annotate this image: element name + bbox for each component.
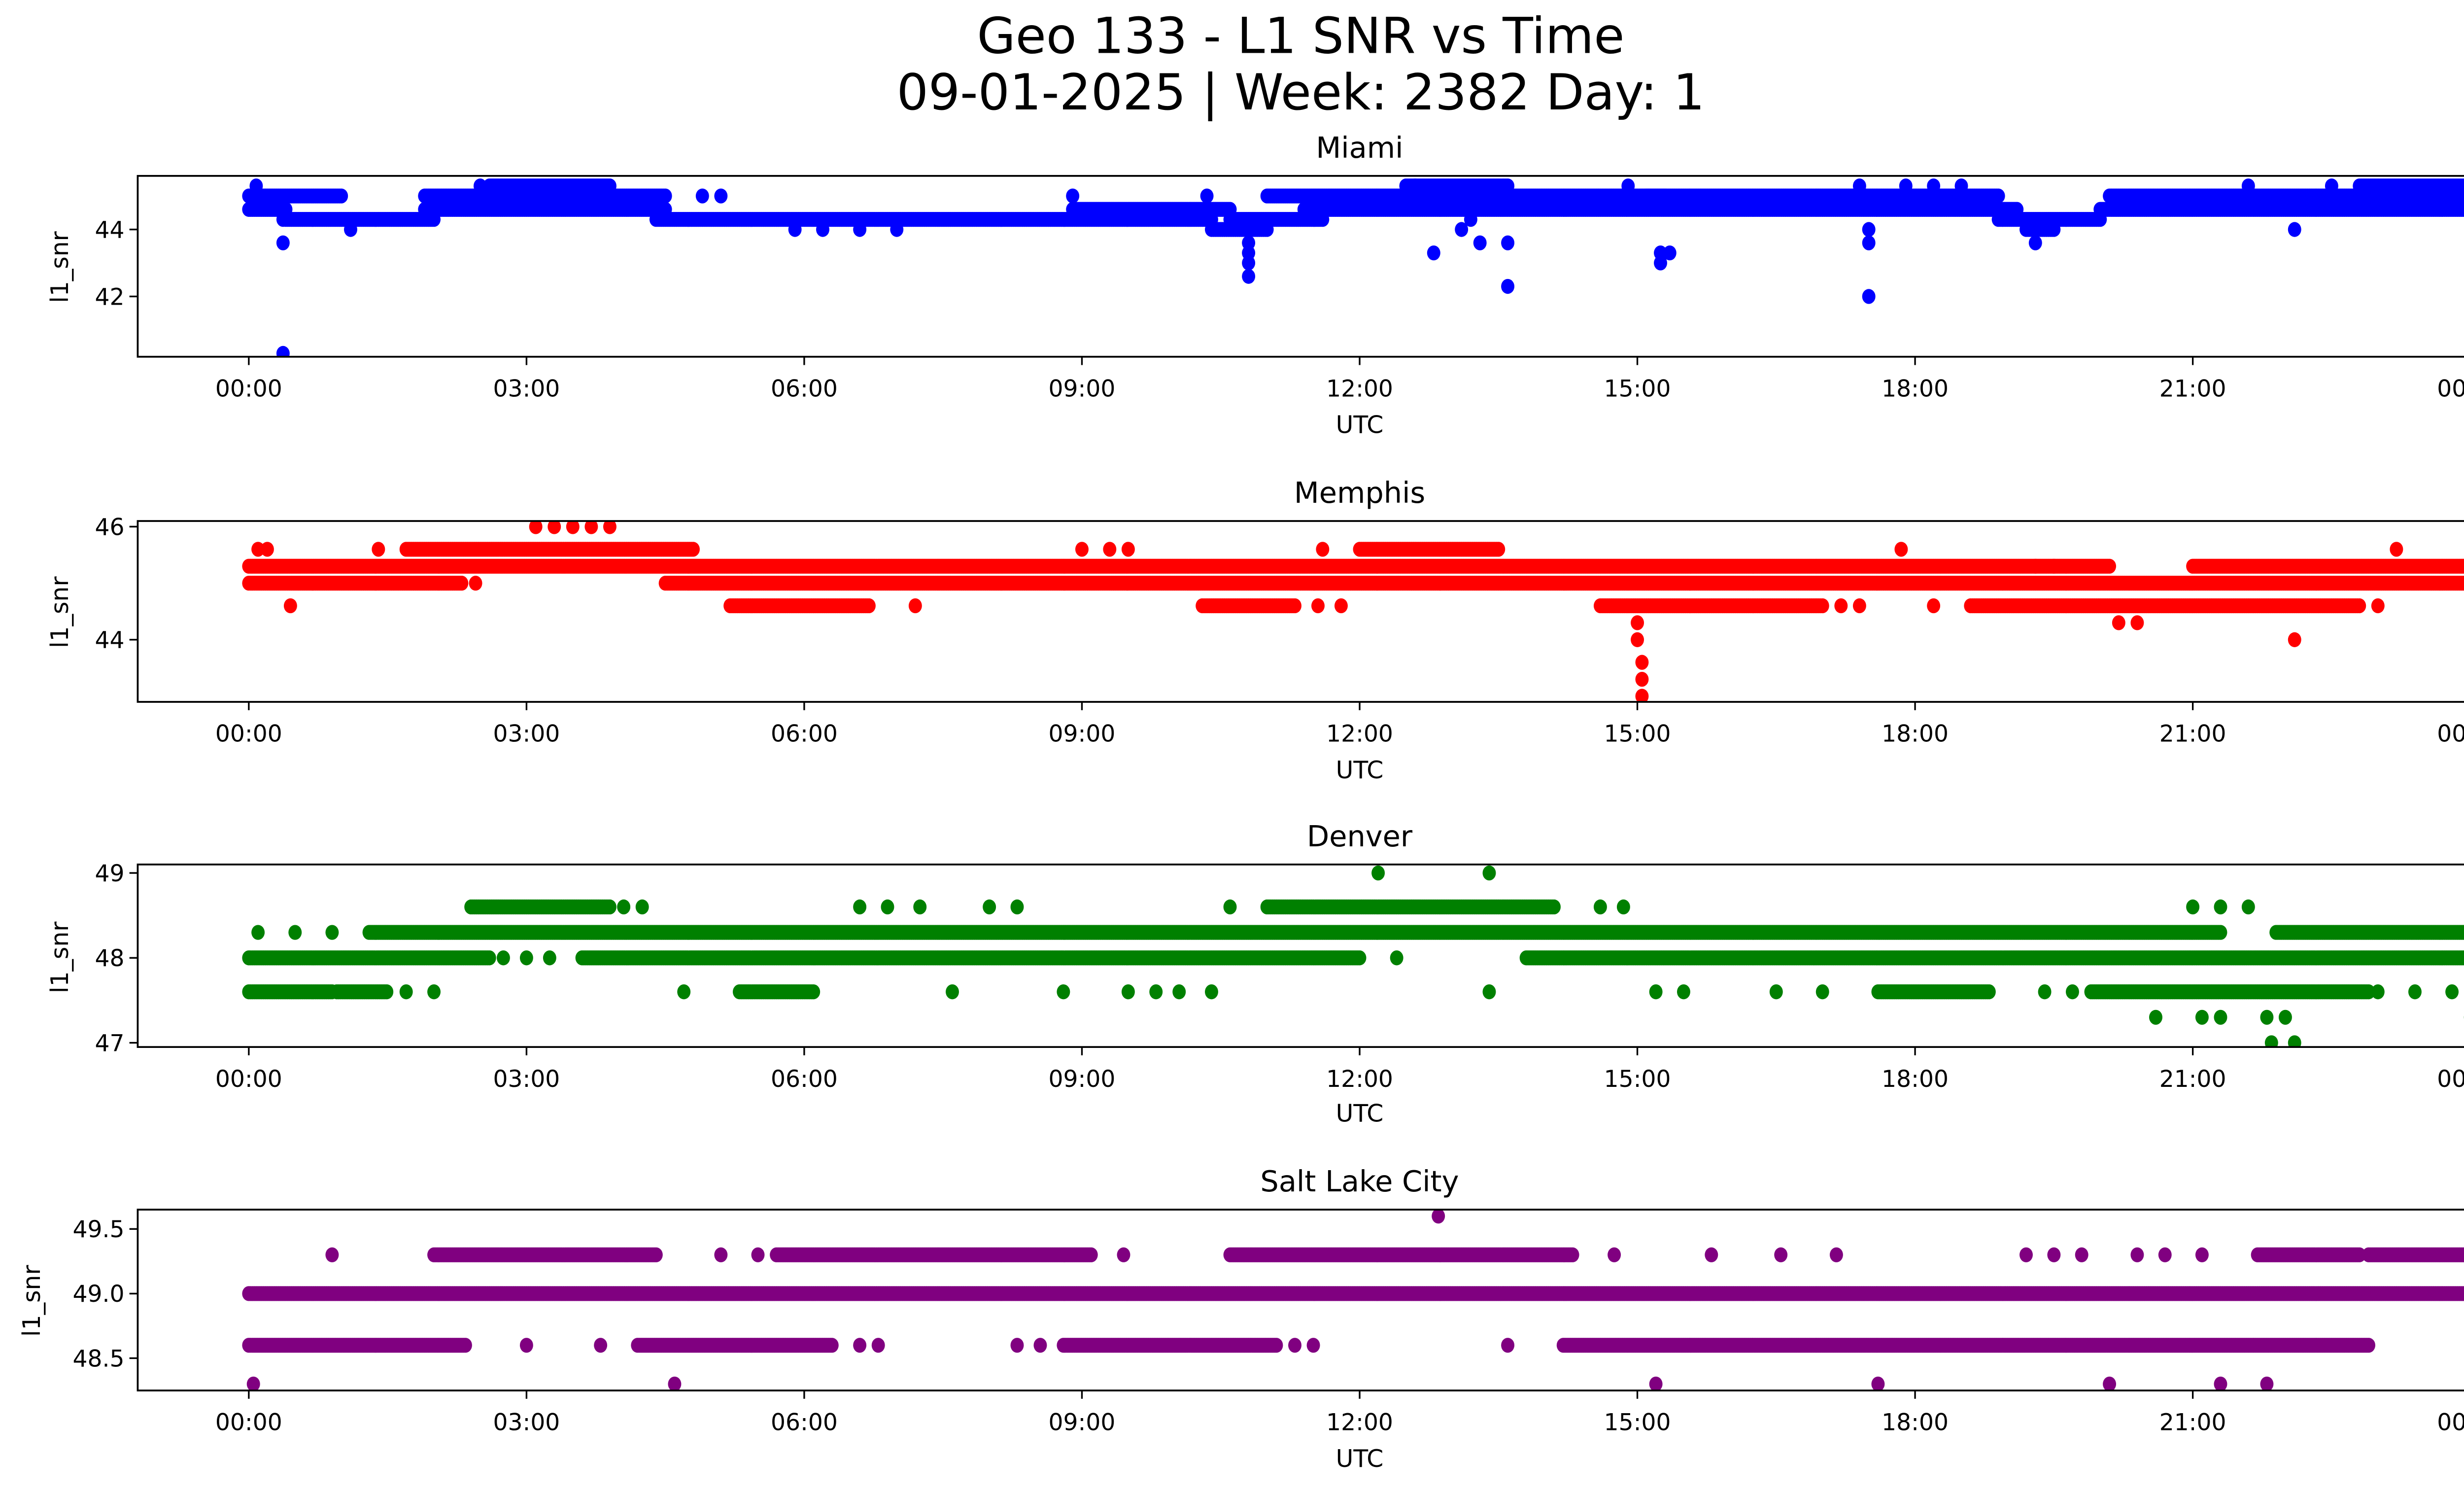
data-run-memphis bbox=[242, 576, 469, 591]
x-tick-label: 00:00 bbox=[215, 376, 282, 403]
data-point bbox=[2325, 178, 2338, 194]
data-point bbox=[1501, 235, 1515, 250]
data-point bbox=[1954, 178, 1968, 194]
data-point bbox=[1654, 255, 1667, 271]
data-point bbox=[788, 222, 802, 237]
data-run-miami bbox=[482, 178, 616, 194]
data-run-miami bbox=[2093, 202, 2464, 217]
data-run-memphis bbox=[723, 598, 876, 614]
data-point bbox=[2103, 558, 2117, 574]
data-point bbox=[2047, 222, 2061, 237]
data-point bbox=[455, 576, 469, 591]
data-point bbox=[890, 222, 904, 237]
data-run-memphis bbox=[1196, 598, 1301, 614]
xlabel-memphis: UTC bbox=[1335, 758, 1384, 785]
x-tick-label: 09:00 bbox=[1049, 376, 1116, 403]
data-point bbox=[1927, 178, 1941, 194]
data-run-miami bbox=[1066, 202, 1237, 217]
data-point bbox=[2028, 235, 2042, 250]
figure-title-line2: 09-01-2025 | Week: 2382 Day: 1 bbox=[896, 65, 1705, 123]
data-point bbox=[2462, 578, 2464, 589]
data-point bbox=[1200, 188, 1214, 204]
panel-title-denver: Denver bbox=[1306, 821, 1413, 855]
x-tick-label: 21:00 bbox=[2159, 376, 2226, 403]
x-tick-label: 15:00 bbox=[1604, 376, 1671, 403]
xlabel-denver: UTC bbox=[1335, 1102, 1384, 1129]
data-point bbox=[473, 178, 487, 194]
data-point bbox=[1473, 235, 1487, 250]
data-points-miami bbox=[242, 178, 2464, 357]
data-point bbox=[1862, 222, 1876, 237]
data-run-memphis bbox=[399, 542, 700, 557]
data-point bbox=[1852, 178, 1866, 194]
data-run-miami bbox=[2353, 178, 2464, 194]
data-point bbox=[1408, 178, 1422, 194]
data-point bbox=[1501, 278, 1515, 294]
data-point bbox=[1862, 289, 1876, 304]
panel-title-salt-lake-city: Salt Lake City bbox=[1260, 1166, 1459, 1200]
data-point bbox=[1288, 598, 1301, 614]
xlabel-miami: UTC bbox=[1335, 413, 1384, 440]
panel-memphis: 00:00 03:00 06:00 09:00 12:00 15:00 18:00 21:00… bbox=[95, 514, 2464, 748]
data-point bbox=[1455, 222, 1469, 237]
data-point bbox=[1501, 178, 1515, 194]
data-point bbox=[335, 188, 348, 204]
data-run-miami bbox=[242, 202, 293, 217]
data-run-miami bbox=[2019, 222, 2061, 237]
data-point bbox=[276, 346, 290, 357]
data-point bbox=[1492, 542, 1506, 557]
panel-miami: 00:00 03:00 06:00 09:00 12:00 15:00 18:00 21:00… bbox=[95, 174, 2464, 403]
data-run-memphis bbox=[1353, 542, 1506, 557]
data-point bbox=[1427, 245, 1440, 261]
data-run-miami bbox=[418, 202, 672, 217]
data-run-memphis bbox=[242, 558, 2117, 574]
data-run-miami bbox=[1204, 222, 1274, 237]
data-point bbox=[276, 235, 290, 250]
x-tick-label: 03:00 bbox=[493, 376, 560, 403]
data-point bbox=[2288, 222, 2301, 237]
x-tick-label: 12:00 bbox=[1326, 376, 1393, 403]
data-run-miami bbox=[1297, 202, 2024, 217]
x-tick-label: 00:00 bbox=[2437, 376, 2464, 403]
y-tick-label: 44 bbox=[95, 216, 125, 243]
data-point bbox=[1242, 255, 1256, 271]
data-point bbox=[714, 188, 728, 204]
data-point bbox=[1899, 178, 1913, 194]
data-point bbox=[816, 222, 829, 237]
data-point bbox=[1862, 235, 1876, 250]
data-point bbox=[2462, 204, 2464, 215]
data-point bbox=[603, 178, 616, 194]
x-tick-label: 06:00 bbox=[771, 376, 838, 403]
data-point bbox=[686, 542, 700, 557]
data-point bbox=[1066, 188, 1080, 204]
data-run-miami bbox=[1640, 188, 2005, 204]
xlabel-salt-lake-city: UTC bbox=[1335, 1447, 1384, 1474]
data-point bbox=[1242, 269, 1256, 284]
data-point bbox=[1991, 188, 2005, 204]
x-tick-label: 18:00 bbox=[1882, 376, 1949, 403]
figure-title-line1: Geo 133 - L1 SNR vs Time bbox=[977, 8, 1625, 67]
data-point bbox=[1260, 222, 1274, 237]
data-point bbox=[1663, 245, 1677, 261]
data-point bbox=[1464, 212, 1477, 227]
data-point bbox=[1621, 178, 1635, 194]
data-run-miami bbox=[279, 212, 441, 227]
data-point bbox=[2241, 178, 2255, 194]
data-point bbox=[276, 212, 290, 227]
data-run-memphis bbox=[658, 576, 2464, 591]
data-point bbox=[249, 178, 263, 194]
data-point bbox=[344, 222, 357, 237]
data-point bbox=[2462, 180, 2464, 192]
data-point bbox=[862, 598, 876, 614]
panel-title-memphis: Memphis bbox=[1294, 478, 1426, 511]
data-point bbox=[695, 188, 709, 204]
data-point bbox=[853, 222, 867, 237]
data-point bbox=[658, 188, 672, 204]
data-run-memphis bbox=[1593, 598, 1829, 614]
y-tick-label: 42 bbox=[95, 283, 125, 311]
panel-title-miami: Miami bbox=[1316, 133, 1403, 166]
data-points-memphis bbox=[242, 521, 2464, 702]
